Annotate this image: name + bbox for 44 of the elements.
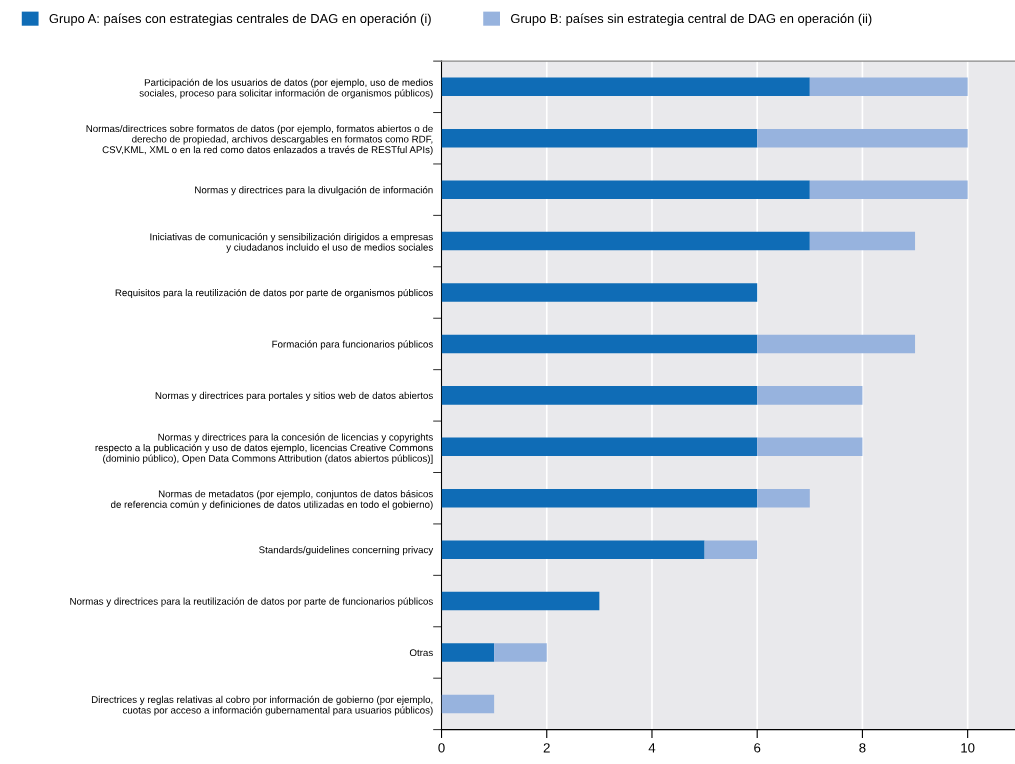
bar	[441, 180, 810, 199]
y-tick-label: Otras	[409, 649, 433, 657]
bar	[757, 488, 810, 508]
bar	[441, 77, 810, 97]
bar	[809, 77, 968, 97]
bar	[441, 694, 495, 714]
bar	[441, 283, 758, 302]
y-tick-label: Normas y directrices para la concesión de licencias y copyrights respecto a la publicación y uso de datos ejemplo, licencias Creative Commons (dominio público), Open Data Commons Attribution (datos abiertos públicos)]	[95, 433, 433, 464]
y-tick-label: Standards/guidelines concerning privacy	[259, 546, 434, 556]
y-tick-label: Normas de metadatos (por ejemplo, conjuntos de datos básicos de referencia común y definiciones de datos utilizadas en todo el gobierno)	[110, 490, 433, 510]
y-tick-label: Normas y directrices para la divulgación de información	[195, 186, 433, 196]
bar	[757, 129, 968, 148]
bar	[494, 643, 547, 662]
bar	[757, 334, 916, 354]
x-tick-label: 4	[648, 743, 656, 753]
x-tick-label: 10	[961, 743, 975, 753]
bar	[441, 591, 600, 611]
x-tick-label: 0	[438, 743, 445, 753]
x-tick-label: 2	[543, 743, 550, 753]
legend-label: Grupo A: países con estrategias centrales de DAG en operación (i)	[49, 13, 431, 26]
y-tick-label: Requisitos para la reutilización de datos por parte de organismos públicos	[115, 288, 433, 299]
bar	[809, 231, 916, 251]
y-tick-label: Normas/directrices sobre formatos de datos (por ejemplo, formatos abiertos o de derecho de propiedad, archivos descargables en formatos como RDF, CSV,KML, XML o en la red como datos enlazados a través de RESTful APIs)	[86, 124, 433, 156]
bar	[441, 437, 758, 457]
y-tick-label: Directrices y reglas relativas al cobro por información de gobierno (por ejemplo, cuotas por acceso a información gubernamental para usuarios públicos)	[91, 695, 433, 716]
y-tick-label: Iniciativas de comunicación y sensibilización dirigidos a empresas y ciudadanos incluido el uso de medios sociales	[150, 232, 433, 253]
bar	[441, 643, 495, 662]
bar	[441, 488, 758, 508]
bar	[757, 437, 863, 457]
legend-label: Grupo B: países sin estrategia central de DAG en operación (ii)	[511, 13, 872, 26]
y-tick-label: Normas y directrices para portales y sitios web de datos abiertos	[155, 391, 433, 401]
bar	[441, 231, 810, 251]
y-tick-label: Participación de los usuarios de datos (por ejemplo, uso de medios sociales, proceso para solicitar información de organismos públicos)	[139, 78, 433, 99]
y-tick-label: Normas y directrices para la reutilización de datos por parte de funcionarios públicos	[70, 597, 433, 607]
bar	[441, 129, 758, 148]
x-tick-label: 8	[859, 743, 866, 753]
bar	[441, 334, 758, 354]
bar	[441, 540, 705, 559]
x-tick-label: 6	[754, 743, 761, 753]
bar	[441, 386, 758, 405]
bar	[757, 386, 863, 405]
bar	[809, 180, 968, 199]
bar	[704, 540, 758, 559]
y-tick-label: Formación para funcionarios públicos	[272, 340, 433, 350]
